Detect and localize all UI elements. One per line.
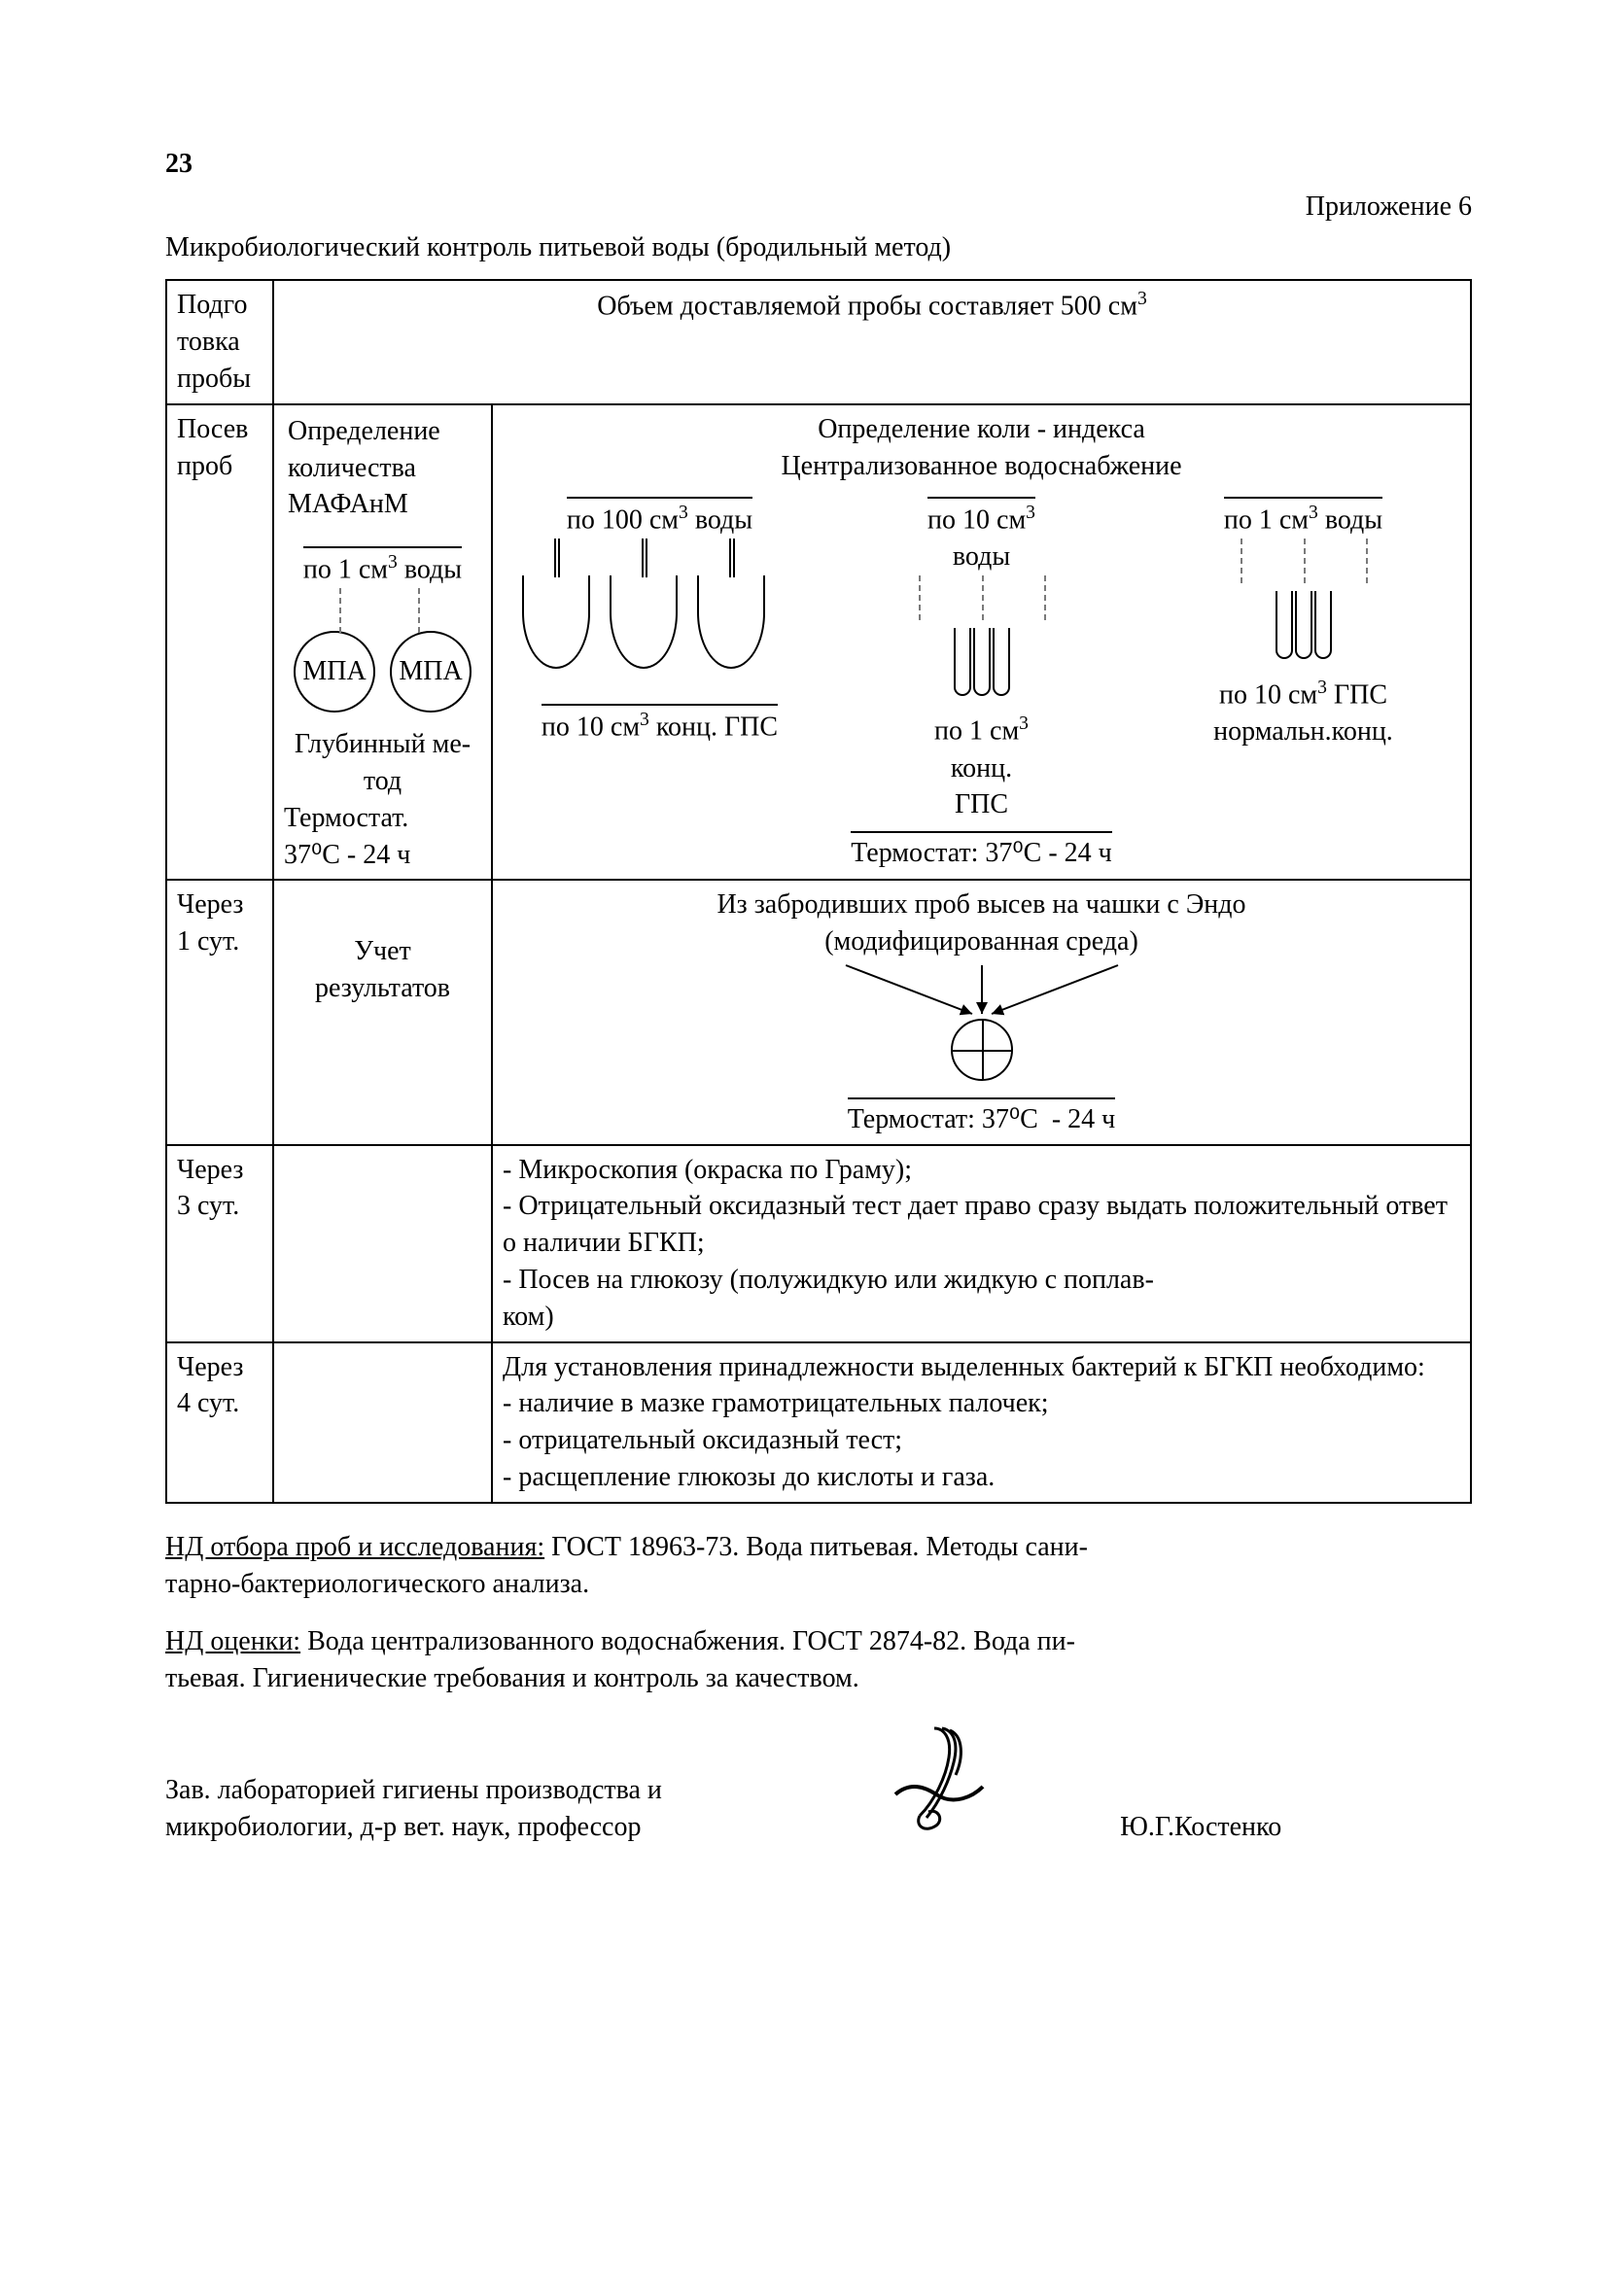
- petri-dish-icon: МПА: [390, 631, 472, 713]
- row-4sut-text: Для установления принадлежности выделенн…: [492, 1342, 1471, 1503]
- coli-col-10: по 10 см3воды по 1 см3конц.ГПС: [824, 497, 1138, 823]
- row-1sut-col2: Учет результатов: [273, 880, 492, 1144]
- arrows-to-dish-icon: [503, 960, 1460, 1019]
- row-3sut-label: Через 3 сут.: [166, 1145, 273, 1342]
- row-3sut-empty: [273, 1145, 492, 1342]
- row-4sut-label: Через 4 сут.: [166, 1342, 273, 1503]
- nd-evaluation: НД оценки: Вода централизованного водосн…: [165, 1623, 1472, 1697]
- endo-dish-icon: [951, 1019, 1013, 1081]
- footnotes: НД отбора проб и исследования: ГОСТ 1896…: [165, 1529, 1472, 1846]
- row-1sut-heading: Из забродивших проб высев на чашки с Энд…: [503, 887, 1460, 960]
- page-number: 23: [165, 146, 1472, 183]
- mafanm-column: Определение количества МАФАнМ по 1 см3 в…: [273, 404, 492, 881]
- mafanm-heading: Определение количества МАФАнМ: [284, 411, 481, 525]
- signature-icon: [768, 1719, 1120, 1846]
- petri-dish-icon: МПА: [294, 631, 375, 713]
- coli-columns: по 100 см3 воды по 10 см3 конц. ГПС по 1…: [503, 497, 1460, 823]
- volume-header: Объем доставляемой пробы составляет 500 …: [273, 280, 1471, 403]
- coli-thermo: Термостат: 37⁰С - 24 ч: [503, 831, 1460, 872]
- coli-col-1: по 1 см3 воды по 10 см3 ГПСнормальн.конц…: [1146, 497, 1460, 823]
- tube-set-icon: [953, 628, 1011, 707]
- nd-sampling: НД отбора проб и исследования: ГОСТ 1896…: [165, 1529, 1472, 1603]
- document-page: 23 Приложение 6 Микробиологический контр…: [0, 0, 1608, 2296]
- mafanm-thermo: Термостат. 37⁰С - 24 ч: [284, 800, 481, 874]
- coli-heading: Определение коли - индекса Централизован…: [492, 404, 1471, 491]
- method-table: Подго товка пробы Объем доставляемой про…: [165, 279, 1472, 1503]
- mafanm-method: Глубинный ме- тод: [284, 726, 481, 800]
- signature-row: Зав. лабораторией гигиены производства и…: [165, 1719, 1472, 1846]
- coli-diagram-cell: по 100 см3 воды по 10 см3 конц. ГПС по 1…: [492, 491, 1471, 881]
- appendix-label: Приложение 6: [165, 189, 1472, 226]
- row-3sut-text: - Микроскопия (окраска по Граму); - Отри…: [492, 1145, 1471, 1342]
- signature-role: Зав. лабораторией гигиены производства и…: [165, 1772, 768, 1846]
- coli-col-100: по 100 см3 воды по 10 см3 конц. ГПС: [503, 497, 817, 823]
- petri-dishes: МПА МПА: [284, 627, 481, 716]
- tube-set-icon: [1275, 591, 1333, 670]
- signature-name: Ю.Г.Костенко: [1120, 1809, 1472, 1846]
- row-prep-label: Подго товка пробы: [166, 280, 273, 403]
- row-1sut-diagram: Из забродивших проб высев на чашки с Энд…: [492, 880, 1471, 1144]
- row-posev-label: Посев проб: [166, 404, 273, 881]
- document-title: Микробиологический контроль питьевой вод…: [165, 229, 1472, 266]
- mafanm-dose: по 1 см3 воды: [284, 546, 481, 588]
- row-1sut-label: Через 1 сут.: [166, 880, 273, 1144]
- row-4sut-empty: [273, 1342, 492, 1503]
